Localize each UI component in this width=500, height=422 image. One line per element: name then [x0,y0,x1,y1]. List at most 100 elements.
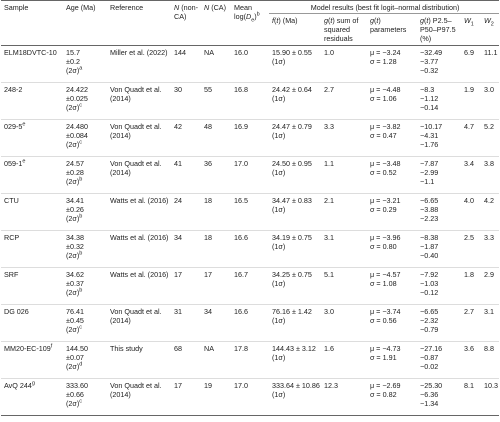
cell-line: σ = 0.29 [370,205,397,214]
header-text: (CA) [209,3,226,12]
cell-text: AvQ 244 [4,381,32,390]
cell-line: 24.42 ± 0.64 (1σ) [272,85,312,103]
table-cell: 34 [201,304,231,342]
cell-line: 76.41 [66,307,84,316]
table-cell: 3.0 [321,304,367,342]
table-row: MM20-EC-109f 144.50 ±0.07 (2σ)d This study 68… [1,341,500,379]
table-cell: 24.50 ± 0.95 (1σ) [269,156,321,194]
table-cell: 68 [171,341,201,379]
cell-line: Von Quadt et al. (2014) [110,307,162,325]
cell-line: Von Quadt et al. (2014) [110,159,162,177]
cell-line: 8.8 [484,344,494,353]
table-cell: 17 [201,267,231,305]
table-cell: μ = −4.73 σ = 1.91 [367,341,417,379]
cell-line: (2σ)c [66,140,106,149]
table-cell: 1.6 [321,341,367,379]
column-header: N (non-CA) [171,0,201,46]
table-cell: 16.5 [231,193,269,231]
cell-line: σ = 0.52 [370,168,397,177]
table-cell: This study [107,341,171,379]
cell-line: 55 [204,85,212,94]
table-cell: MM20-EC-109f [1,341,63,379]
cell-line: −0.40 [420,251,439,260]
cell-line: 144.43 ± 3.12 (1σ) [272,344,316,362]
cell-line: 34 [174,233,182,242]
cell-line: μ = −4.73 [370,344,401,353]
cell-line: This study [110,344,143,353]
cell-line: (2σ)a [66,66,106,75]
footnote-mark: f [50,343,53,350]
cell-text: (2σ) [66,362,80,371]
table-cell: Von Quadt et al. (2014) [107,82,171,120]
table-row: SRF 34.62 ±0.37 (2σ)b Watts et al. (2016) 17 1… [1,267,500,305]
table-cell: Miller et al. (2022) [107,45,171,83]
cell-line: 144.50 [66,344,88,353]
cell-text: (2σ) [66,103,80,112]
cell-line: −7.87 [420,159,439,168]
cell-line: 42 [174,122,182,131]
cell-line: 333.60 [66,381,88,390]
cell-line: 4.0 [464,196,474,205]
cell-line: 4.2 [484,196,494,205]
cell-line: 3.8 [484,159,494,168]
cell-line: 24.422 [66,85,88,94]
table-cell: 34.62 ±0.37 (2σ)b [63,267,107,305]
cell-line: 12.3 [324,381,338,390]
cell-line: σ = 1.08 [370,279,397,288]
cell-line: 1.0 [324,48,334,57]
table-cell: 1.0 [321,45,367,83]
table-cell: −32.49 −3.77 −0.32 [417,45,461,83]
cell-line: −0.79 [420,325,439,334]
column-header: f(t) (Ma) [269,13,321,46]
cell-line: −6.36 [420,390,439,399]
header-row: Sample Age (Ma) Reference N (non-CA) N (CA) M… [1,0,500,46]
table-cell: Watts et al. (2016) [107,193,171,231]
cell-line: 16.6 [234,307,248,316]
cell-line: 4.7 [464,122,474,131]
cell-line: −25.30 [420,381,443,390]
cell-line: Von Quadt et al. (2014) [110,85,162,103]
table-cell: Von Quadt et al. (2014) [107,156,171,194]
table-cell: CTU [1,193,63,231]
column-header: Mean log(De)b [231,0,269,46]
cell-line: 1.1 [324,159,334,168]
table-cell: 029-5e [1,119,63,157]
cell-line: −8.38 [420,233,439,242]
table-cell: 18 [201,230,231,268]
table-cell: 3.3 [321,119,367,157]
header-text: (non-CA) [174,3,198,21]
cell-line: 3.1 [324,233,334,242]
cell-text: (2σ) [66,214,80,223]
cell-line: 48 [204,122,212,131]
table-cell: μ = −4.48 σ = 1.06 [367,82,417,120]
cell-line: (2σ)c [66,399,106,408]
header-text: t [376,16,379,25]
cell-line: 3.0 [484,85,494,94]
cell-line: 6.9 [464,48,474,57]
table-cell: −8.3 −1.12 −0.14 [417,82,461,120]
cell-line: μ = −3.74 [370,307,401,316]
table-cell: 34.19 ± 0.75 (1σ) [269,230,321,268]
footnote-mark: b [79,213,83,220]
table-row: CTU 34.41 ±0.26 (2σ)b Watts et al. (2016) 24 1… [1,193,500,231]
cell-line: ±0.07 [66,353,84,362]
header-text: Mean log( [234,3,252,21]
cell-line: ±0.37 [66,279,84,288]
cell-line: 17.8 [234,344,248,353]
column-header: Age (Ma) [63,0,107,46]
table-cell: 76.16 ± 1.42 (1σ) [269,304,321,342]
table-cell: 12.3 [321,378,367,416]
cell-line: 248-2 [4,85,23,94]
header-text: ( [274,16,277,25]
cell-line: −2.23 [420,214,439,223]
cell-line: 5.1 [324,270,334,279]
table-row: 248-2 24.422 ±0.025 (2σ)c Von Quadt et al. (… [1,82,500,120]
cell-line: 8.1 [464,381,474,390]
table-cell: −8.38 −1.87 −0.40 [417,230,461,268]
table-cell: 2.7 [461,304,481,342]
table-cell: 248-2 [1,82,63,120]
cell-line: NA [204,48,214,57]
cell-line: 68 [174,344,182,353]
cell-line: σ = 0.80 [370,242,397,251]
table-cell: 34.41 ±0.26 (2σ)b [63,193,107,231]
